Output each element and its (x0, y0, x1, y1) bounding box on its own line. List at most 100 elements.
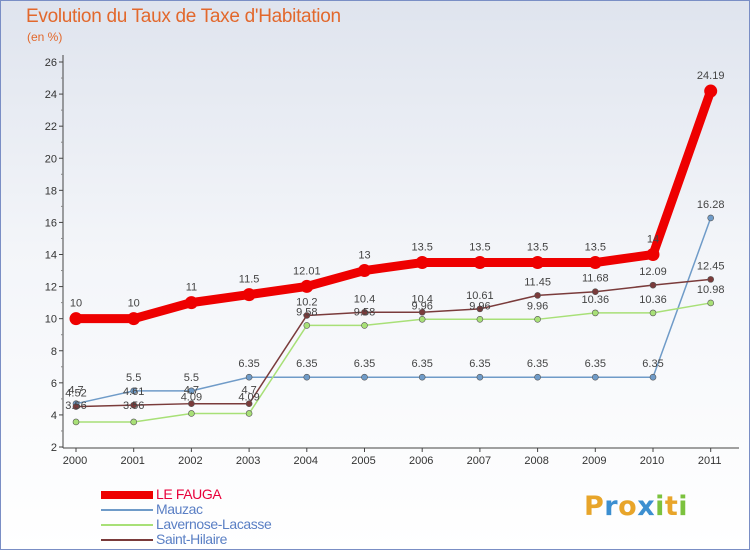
data-point (473, 256, 487, 270)
data-point (130, 387, 137, 395)
x-tick-label: 2005 (351, 455, 375, 467)
y-tick-label: 26 (45, 57, 57, 69)
x-tick-label: 2010 (640, 455, 664, 467)
data-label: 12.09 (639, 266, 667, 278)
legend-label: LE FAUGA (156, 486, 222, 502)
data-label: 6.35 (642, 358, 663, 370)
data-point (649, 309, 657, 317)
data-label: 6.35 (354, 358, 375, 370)
data-label: 10.4 (354, 293, 375, 305)
data-label: 11 (186, 282, 197, 294)
y-tick-label: 14 (45, 250, 57, 262)
data-label: 9.96 (469, 300, 490, 312)
data-point (531, 256, 545, 270)
data-label: 13.5 (411, 242, 432, 254)
data-point (303, 322, 311, 329)
data-label: 10 (70, 298, 82, 310)
data-label: 3.56 (123, 400, 144, 412)
data-point (415, 256, 429, 270)
data-label: 10.36 (639, 294, 667, 306)
data-point (245, 410, 253, 417)
data-point (591, 309, 599, 317)
legend-label: Mauzac (156, 501, 203, 517)
data-label: 9.58 (354, 306, 375, 318)
x-tick-label: 2001 (120, 455, 144, 467)
data-point (476, 305, 484, 313)
chart-title: Evolution du Taux de Taxe d'Habitation (26, 6, 341, 27)
data-point (707, 299, 715, 307)
data-point (130, 401, 137, 409)
proxiti-logo: Proxiti (584, 491, 688, 522)
data-point (707, 276, 715, 283)
data-point (303, 312, 311, 319)
data-label: 10.2 (296, 296, 317, 308)
data-label: 9.96 (527, 300, 548, 312)
data-label: 9.96 (411, 300, 432, 312)
logo-letter: x (637, 491, 656, 522)
data-label: 13.5 (527, 242, 548, 254)
data-point (534, 316, 541, 323)
data-label: 3.56 (65, 400, 86, 412)
data-label: 10.61 (466, 290, 494, 302)
logo-letter: P (584, 491, 605, 522)
data-point (649, 373, 657, 381)
data-point (72, 403, 80, 410)
chart-subtitle: (en %) (27, 30, 63, 44)
data-point (591, 373, 599, 381)
data-point (184, 296, 198, 310)
data-label: 10.98 (697, 284, 725, 296)
logo-letter: o (618, 491, 638, 522)
y-tick-label: 12 (45, 282, 57, 294)
y-tick-label: 8 (51, 346, 57, 358)
y-tick-label: 20 (45, 153, 57, 165)
data-label: 5.5 (126, 372, 141, 384)
data-point (72, 418, 80, 426)
legend-swatch (101, 509, 153, 511)
data-point (704, 84, 718, 98)
data-label: 13.5 (585, 242, 606, 254)
x-tick-label: 2009 (582, 455, 606, 467)
data-point (646, 248, 660, 261)
logo-letter: i (678, 491, 689, 522)
data-point (591, 288, 599, 296)
data-point (188, 387, 195, 395)
data-label: 14 (647, 234, 659, 246)
data-label: 6.35 (585, 358, 606, 370)
data-label: 4.09 (238, 391, 259, 403)
data-point (361, 308, 368, 316)
x-tick-label: 2006 (409, 455, 433, 467)
logo-letter: t (664, 491, 679, 522)
data-point (303, 373, 311, 381)
data-label: 4.52 (65, 388, 86, 400)
data-label: 13 (358, 250, 370, 262)
data-point (188, 400, 195, 407)
data-point (242, 288, 256, 302)
x-tick-label: 2008 (524, 455, 548, 467)
legend-label: Saint-Hilaire (156, 531, 228, 547)
series-line-lavernose-lacasse (75, 302, 712, 423)
data-label: 10.4 (411, 293, 432, 305)
x-tick-label: 2007 (467, 455, 491, 467)
data-point (418, 308, 426, 316)
y-tick-label: 18 (45, 185, 57, 197)
data-point (188, 410, 195, 417)
x-tick-label: 2002 (178, 455, 202, 467)
logo-letter: i (655, 491, 665, 522)
data-point (361, 322, 368, 329)
data-point (418, 373, 426, 381)
y-tick-label: 2 (51, 442, 57, 454)
y-tick-label: 22 (45, 121, 57, 133)
data-point (649, 281, 657, 289)
legend-swatch (101, 539, 153, 541)
data-label: 4.7 (68, 385, 83, 397)
data-point (127, 312, 141, 326)
data-label: 4.09 (181, 391, 202, 403)
x-tick-label: 2003 (236, 455, 260, 467)
x-tick-label: 2011 (698, 455, 722, 467)
data-point (245, 373, 253, 381)
data-point (300, 279, 314, 293)
logo-letter: r (604, 491, 619, 522)
data-label: 11.5 (239, 274, 260, 286)
